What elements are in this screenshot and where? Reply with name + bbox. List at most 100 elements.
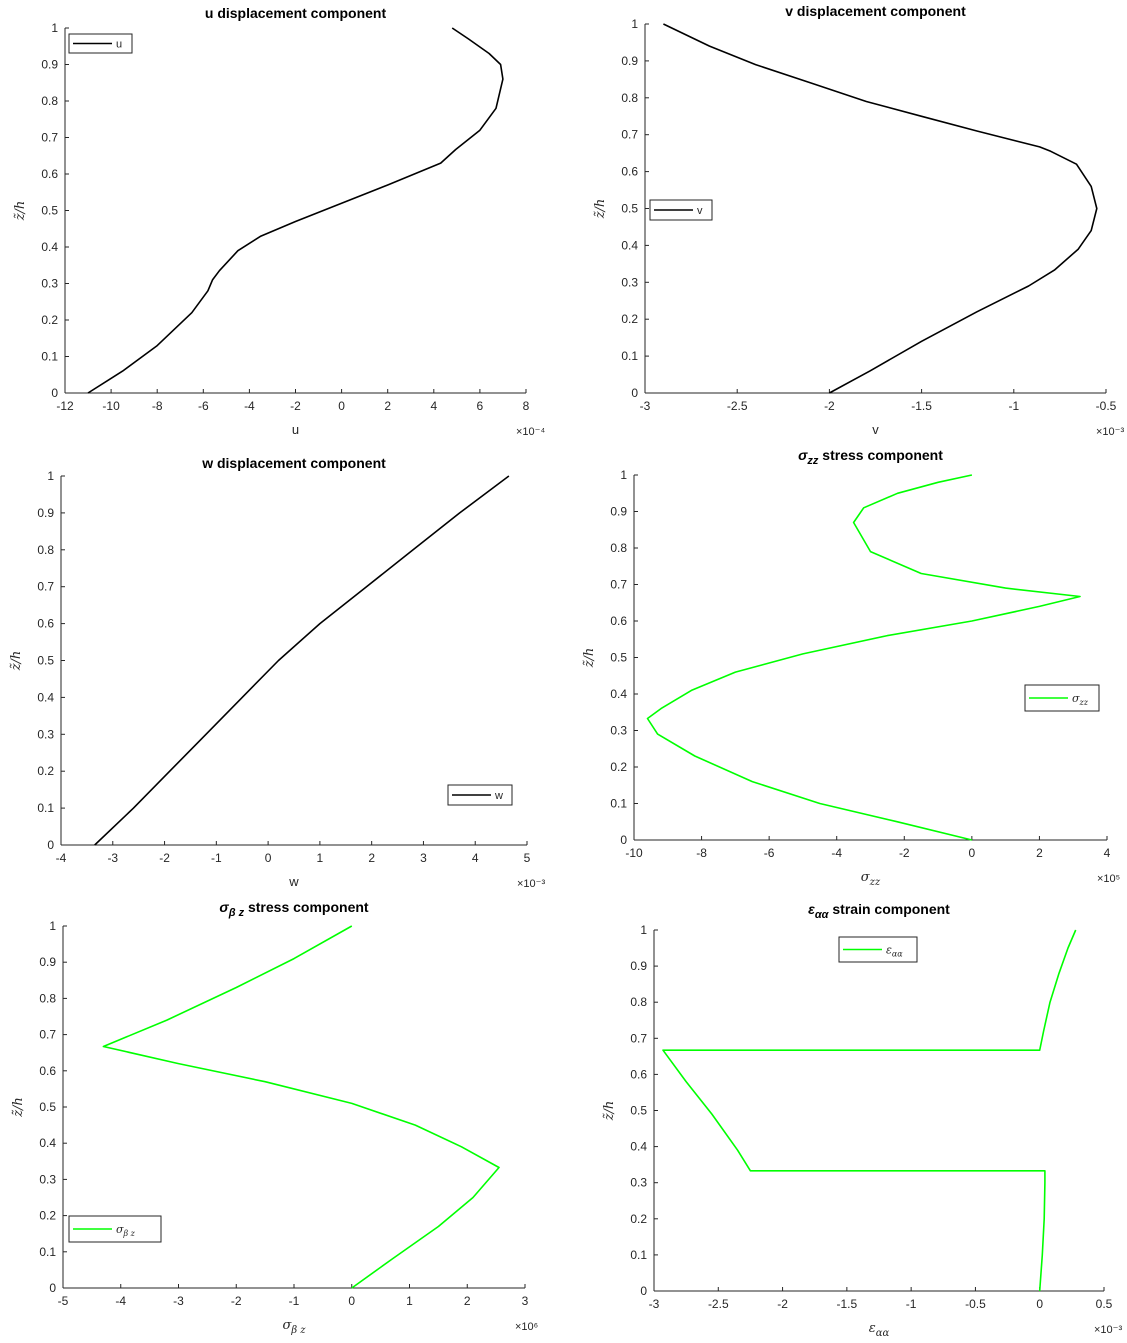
y-tick-label: 0.4 [610,687,627,701]
y-tick-label: 0.4 [37,690,54,704]
y-tick-label: 1 [640,923,647,937]
y-axis-label: z̃/h [582,648,597,669]
y-tick-label: 0 [631,386,638,400]
legend-label: u [116,39,122,51]
x-tick-label: 0.5 [1096,1297,1113,1311]
chart-panel-4: -10 -8 -6 -4 -2 0 2 4 0 0.1 0.2 0.3 0.4 0.5 0.6 0.7 0.8 0… [582,447,1120,888]
series-line-2 [663,23,1098,394]
x-tick-label: 0 [969,846,976,860]
y-tick-label: 0.5 [37,654,54,668]
x-tick-label: -2.5 [708,1297,729,1311]
legend-label: εαα [886,944,903,959]
x-tick-label: -1 [906,1297,917,1311]
x-tick-label: 2 [1036,846,1043,860]
y-tick-label: 0.2 [41,313,58,327]
y-tick-label: 0.3 [39,1172,56,1186]
y-tick-label: 0.1 [41,350,58,364]
y-tick-label: 1 [51,21,58,35]
x-tick-label: 2 [368,851,375,865]
x-tick-label: -1.5 [837,1297,858,1311]
y-tick-label: 0.2 [39,1209,56,1223]
x-tick-label: -4 [56,851,67,865]
x-exponent-label: ×10⁻³ [517,878,545,890]
y-tick-label: 0 [47,838,54,852]
x-tick-label: -1.5 [911,399,932,413]
x-tick-label: -6 [764,846,775,860]
y-tick-label: 0.1 [37,801,54,815]
x-tick-label: -8 [696,846,707,860]
y-tick-label: 1 [620,468,627,482]
y-tick-label: 0.6 [621,165,638,179]
legend: σzz [1024,684,1100,712]
y-tick-label: 0.6 [630,1067,647,1081]
x-tick-label: -10 [625,846,643,860]
x-tick-label: 4 [430,399,437,413]
y-tick-label: 0.5 [39,1100,56,1114]
y-tick-label: 0 [620,833,627,847]
y-tick-label: 0.2 [621,312,638,326]
legend-label: σzz [1072,692,1089,707]
x-tick-label: 2 [464,1294,471,1308]
y-tick-label: 0.7 [41,131,58,145]
y-tick-label: 0.9 [630,959,647,973]
y-tick-label: 0.6 [610,614,627,628]
y-axis-label: z̃/h [593,199,608,220]
y-axis-label: z̃/h [602,1101,617,1122]
y-tick-label: 0.9 [39,955,56,969]
legend: v [649,199,713,221]
x-tick-label: -4 [244,399,255,413]
x-exponent-label: ×10⁻³ [1096,426,1124,438]
chart-title: v displacement component [785,3,966,19]
y-tick-label: 0.7 [630,1031,647,1045]
y-tick-label: 0.8 [39,991,56,1005]
y-tick-label: 0.1 [630,1248,647,1262]
x-tick-label: 4 [472,851,479,865]
y-tick-label: 0.3 [630,1176,647,1190]
y-tick-label: 0 [640,1284,647,1298]
x-tick-label: 6 [477,399,484,413]
y-tick-label: 0.2 [610,760,627,774]
y-tick-label: 0.1 [610,797,627,811]
y-tick-label: 0.6 [41,167,58,181]
chart-panel-3: -4 -3 -2 -1 0 1 2 3 4 5 0 0.1 0.2 0.3 0.4 0.5 0.6 0.7 0.8 0… [9,455,545,890]
x-tick-label: -3 [107,851,118,865]
y-tick-label: 0.9 [621,54,638,68]
y-tick-label: 0.1 [621,349,638,363]
x-tick-label: -5 [58,1294,69,1308]
x-tick-label: -3 [649,1297,660,1311]
x-tick-label: -1 [211,851,222,865]
x-tick-label: -0.5 [965,1297,986,1311]
x-tick-label: -2 [290,399,301,413]
x-tick-label: 0 [1036,1297,1043,1311]
chart-panel-6: -3 -2.5 -2 -1.5 -1 -0.5 0 0.5 0 0.1 0.2 0.3 0.4 0.5 0.… [602,901,1122,1339]
y-tick-label: 0.6 [39,1064,56,1078]
x-tick-label: -10 [102,399,120,413]
y-tick-label: 0.5 [621,202,638,216]
series-line-6 [662,929,1077,1292]
y-tick-label: 0.4 [41,240,58,254]
x-exponent-label: ×10⁵ [1097,873,1120,885]
y-tick-label: 0 [51,386,58,400]
y-tick-label: 0.8 [37,543,54,557]
series-line-4 [646,474,1081,841]
x-axis-label: σzz [861,870,881,888]
y-tick-label: 0.3 [41,277,58,291]
x-tick-label: -12 [56,399,74,413]
x-tick-label: 3 [522,1294,529,1308]
x-tick-label: 8 [523,399,530,413]
y-tick-label: 1 [49,919,56,933]
legend: u [68,33,133,54]
y-tick-label: 0.2 [630,1212,647,1226]
series-line-5 [102,925,500,1289]
x-axis-label: w [288,874,299,889]
x-tick-label: -2 [899,846,910,860]
y-tick-label: 0.9 [37,506,54,520]
x-tick-label: 0 [338,399,345,413]
x-tick-label: 0 [348,1294,355,1308]
x-tick-label: -2 [231,1294,242,1308]
y-tick-label: 0.3 [37,727,54,741]
legend-label: σβ z [116,1223,136,1238]
x-tick-label: -2.5 [727,399,748,413]
x-axis-label: σβ z [282,1318,306,1336]
